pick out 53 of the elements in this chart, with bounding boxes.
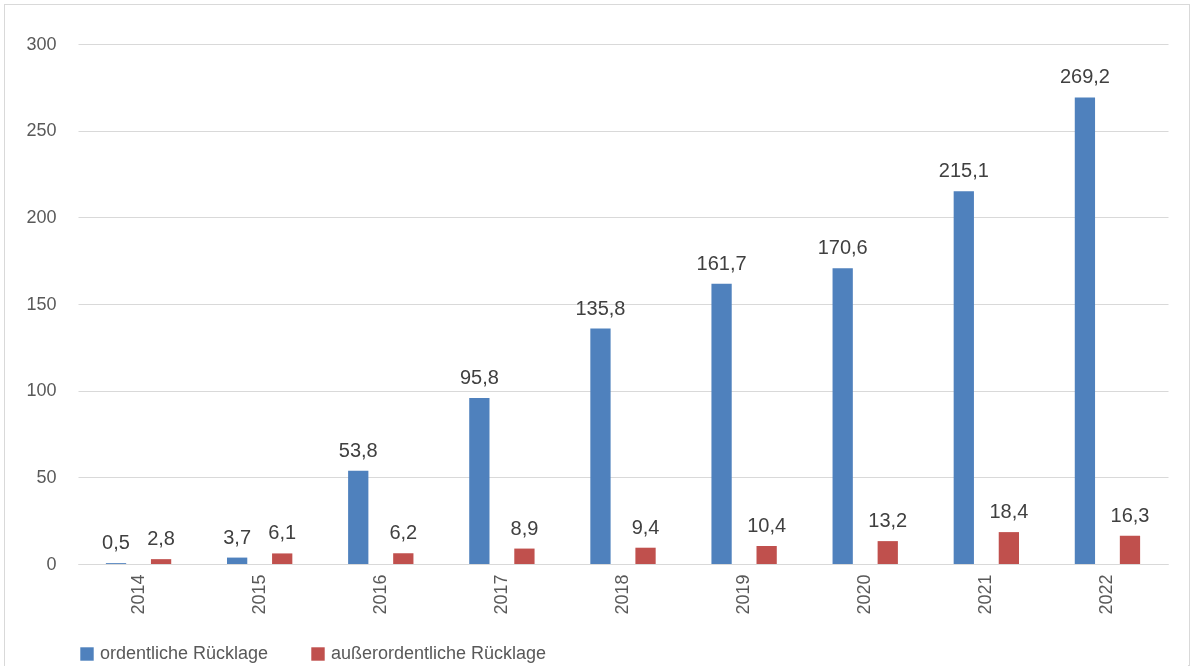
y-tick-label: 200 <box>26 206 57 227</box>
x-tick-label: 2017 <box>490 574 511 615</box>
x-tick-label: 2021 <box>975 574 996 615</box>
data-label: 170,6 <box>817 236 868 259</box>
data-label: 215,1 <box>938 159 989 182</box>
data-label: 13,2 <box>868 509 908 532</box>
x-tick-label: 2016 <box>369 574 390 615</box>
x-tick-label: 2020 <box>854 574 875 615</box>
legend-label: außerordentliche Rücklage <box>331 643 547 663</box>
bar <box>711 283 732 564</box>
data-label: 16,3 <box>1110 503 1150 526</box>
bar <box>635 547 656 564</box>
x-tick-label: 2019 <box>733 574 754 615</box>
data-label: 18,4 <box>989 500 1029 523</box>
x-tick-label: 2022 <box>1096 574 1117 615</box>
data-label: 135,8 <box>575 296 626 319</box>
y-tick-label: 100 <box>26 380 57 401</box>
data-label: 8,9 <box>510 516 539 539</box>
data-label: 10,4 <box>747 513 787 536</box>
data-label: 2,8 <box>147 527 175 550</box>
y-tick-label: 50 <box>36 466 57 487</box>
data-label: 6,2 <box>389 521 418 544</box>
data-label: 95,8 <box>459 365 499 388</box>
data-label: 161,7 <box>696 251 747 274</box>
bar <box>832 268 853 564</box>
data-label: 9,4 <box>631 515 660 538</box>
bar <box>348 470 369 564</box>
y-tick-label: 150 <box>26 293 57 314</box>
data-label: 269,2 <box>1059 65 1110 88</box>
y-tick-label: 250 <box>26 120 57 141</box>
bar <box>393 553 414 564</box>
bar <box>953 191 974 564</box>
data-label: 53,8 <box>338 438 378 461</box>
x-tick-label: 2014 <box>127 574 148 615</box>
bar <box>756 545 777 564</box>
data-label: 0,5 <box>102 531 130 554</box>
bar <box>877 541 898 564</box>
bar <box>1074 97 1096 564</box>
y-tick-label: 0 <box>46 553 57 574</box>
data-label: 3,7 <box>223 525 252 548</box>
x-tick-label: 2015 <box>248 574 269 615</box>
bar <box>226 557 248 564</box>
bar <box>150 559 172 564</box>
legend-label: ordentliche Rücklage <box>100 643 269 663</box>
bar <box>272 553 293 564</box>
bar <box>469 397 490 564</box>
bar <box>998 532 1020 564</box>
y-tick-label: 300 <box>26 33 57 54</box>
x-tick-label: 2018 <box>612 574 632 615</box>
data-label: 6,1 <box>268 521 297 544</box>
bar <box>514 548 535 564</box>
bar <box>1119 535 1141 564</box>
bar <box>590 328 611 564</box>
